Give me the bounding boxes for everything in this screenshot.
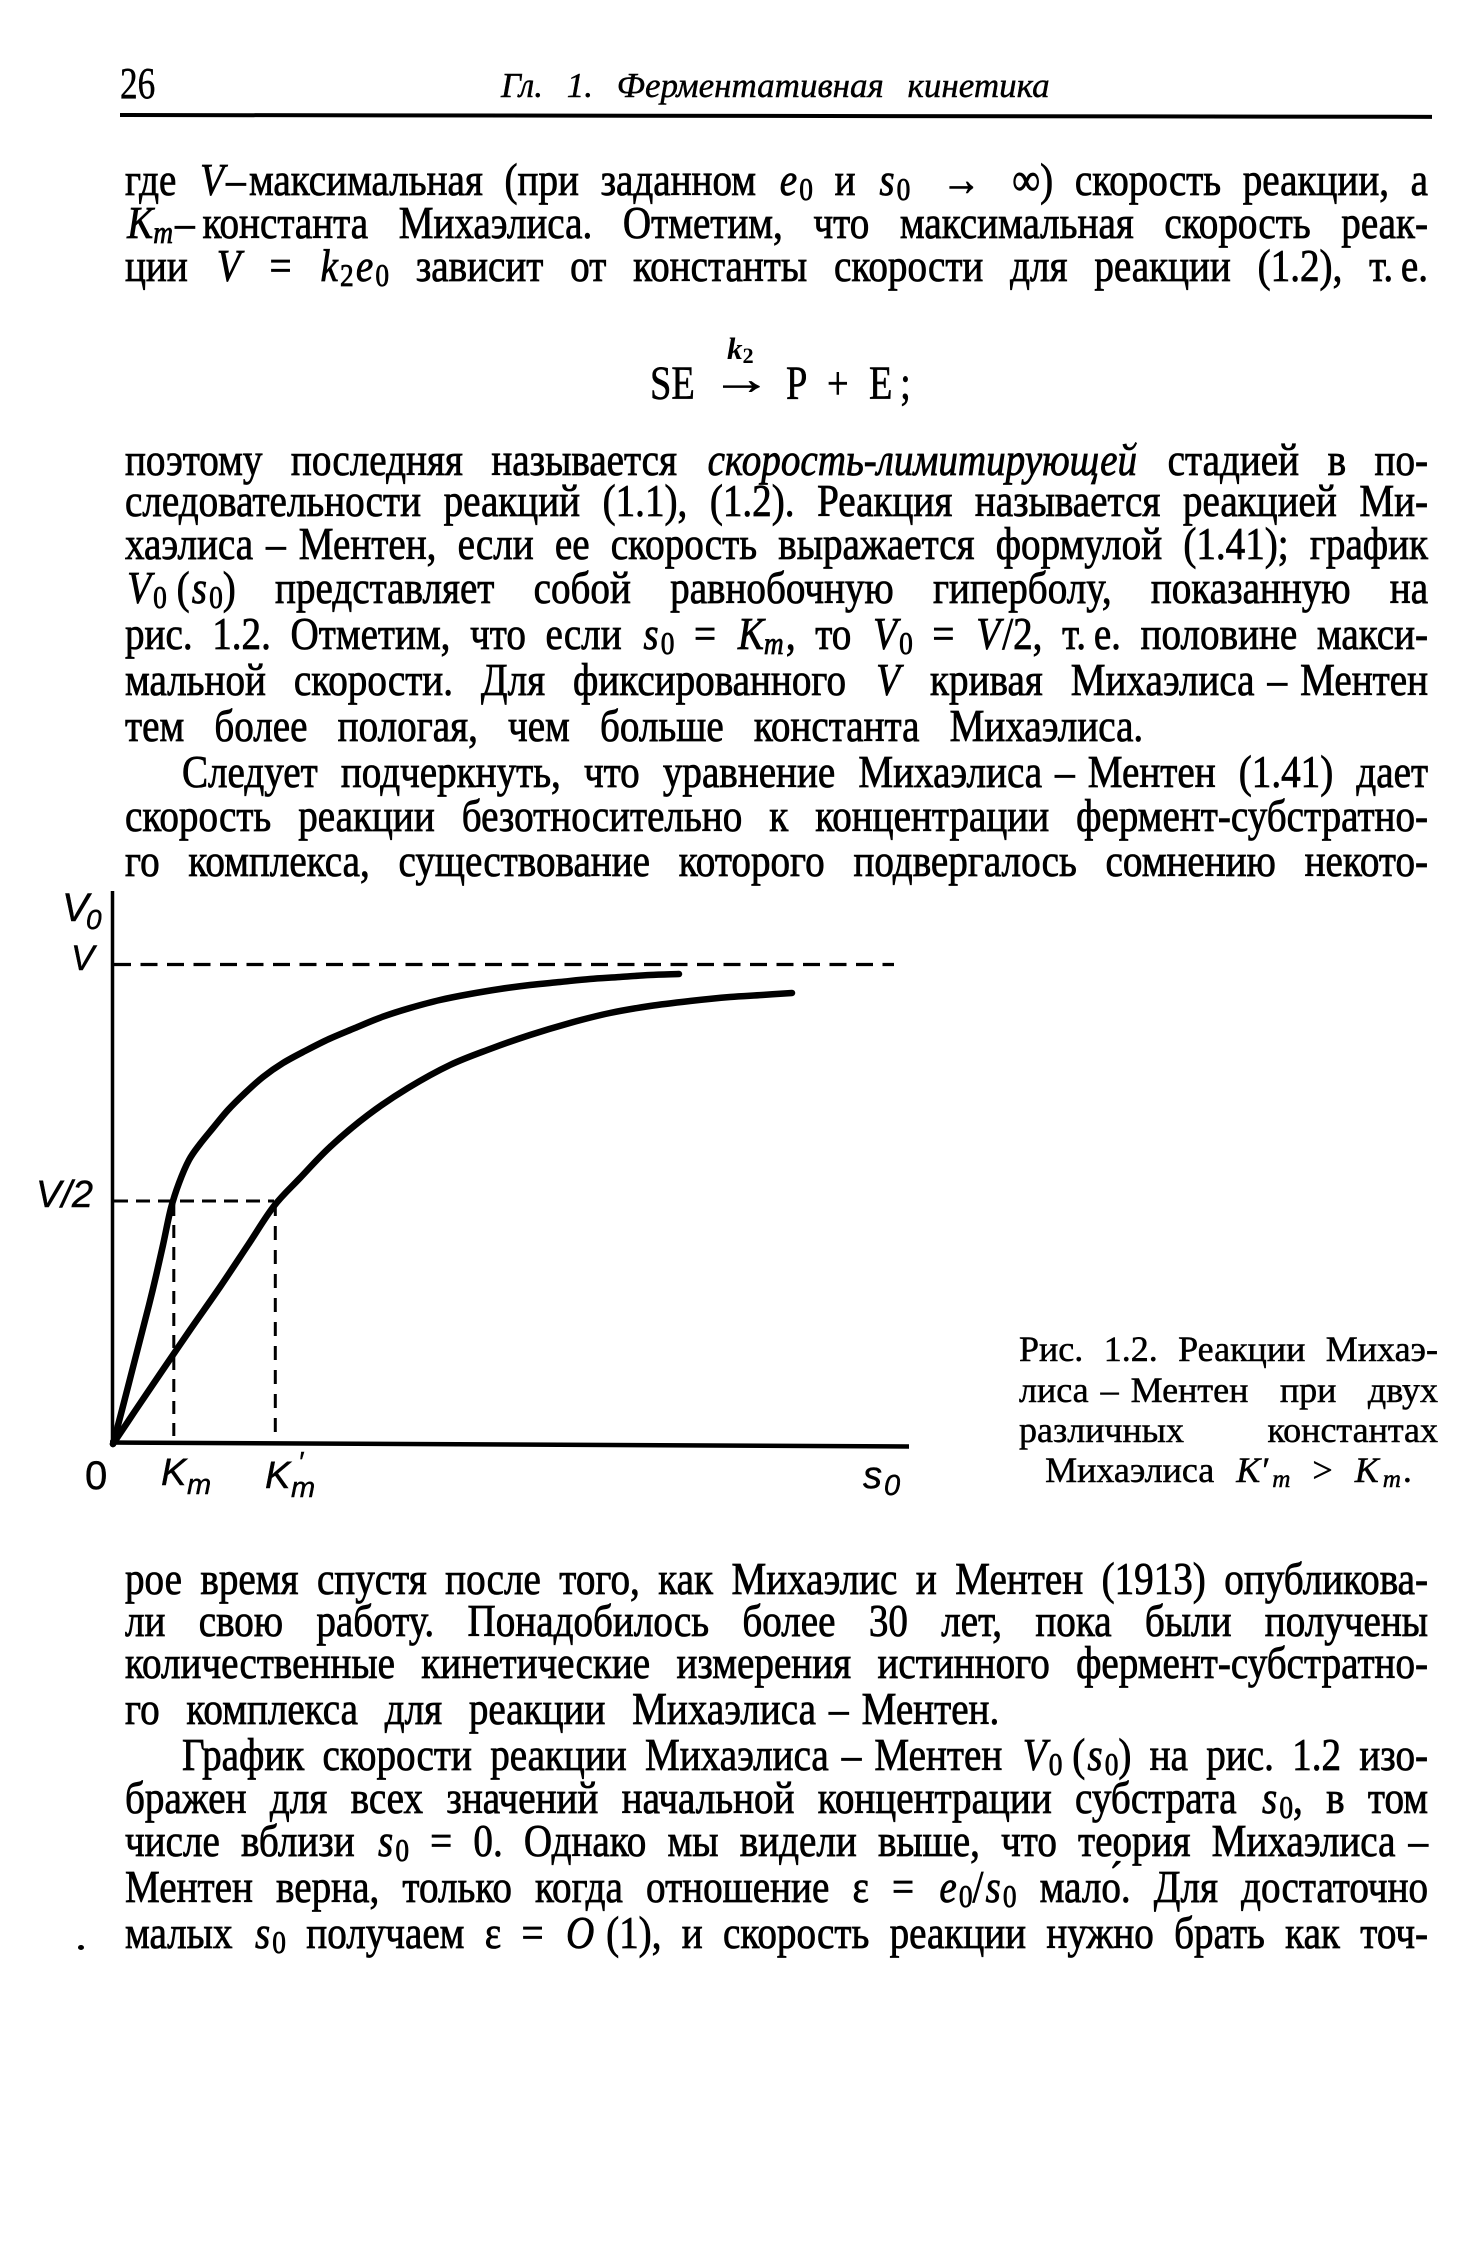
svg-text:K: K xyxy=(265,1455,292,1497)
svg-text:′: ′ xyxy=(298,1446,305,1477)
svg-text:m: m xyxy=(291,1472,315,1504)
svg-text:m: m xyxy=(187,1469,211,1501)
svg-text:V: V xyxy=(62,886,92,930)
svg-text:V/2: V/2 xyxy=(36,1174,93,1216)
svg-text:s: s xyxy=(863,1455,882,1497)
svg-text:V: V xyxy=(71,939,98,978)
svg-text:0: 0 xyxy=(86,904,102,935)
svg-text:0: 0 xyxy=(85,1454,107,1498)
svg-text:0: 0 xyxy=(884,1470,900,1502)
svg-text:K: K xyxy=(161,1452,188,1494)
